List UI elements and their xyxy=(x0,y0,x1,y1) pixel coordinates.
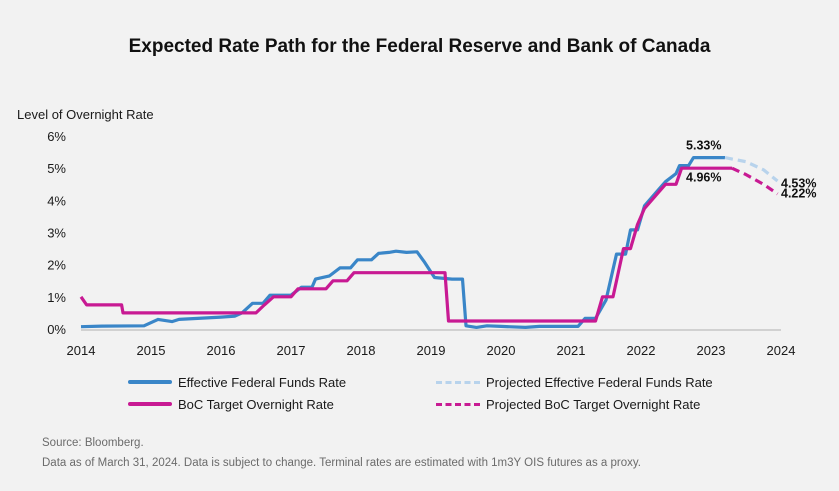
y-tick-label: 5% xyxy=(47,161,66,176)
legend-swatch-boc xyxy=(128,402,172,406)
x-tick-label: 2014 xyxy=(67,343,96,358)
legend-swatch-boc-projected xyxy=(436,402,480,406)
x-tick-label: 2020 xyxy=(487,343,516,358)
legend-label-boc: BoC Target Overnight Rate xyxy=(178,396,334,412)
x-tick-label: 2017 xyxy=(277,343,306,358)
x-tick-labels: 2014 2015 2016 2017 2018 2019 2020 2021 2022 2023… xyxy=(67,343,796,358)
x-tick-label: 2021 xyxy=(557,343,586,358)
y-tick-label: 1% xyxy=(47,290,66,305)
x-tick-label: 2019 xyxy=(417,343,446,358)
y-tick-label: 0% xyxy=(47,322,66,337)
series-lines xyxy=(79,156,779,329)
series-line-2 xyxy=(724,156,779,183)
y-tick-labels: 0% 1% 2% 3% 4% 5% 6% xyxy=(47,129,66,337)
series-line-4 xyxy=(731,166,779,196)
end-value-labels: 5.33% 4.53% 4.96% 4.22% xyxy=(686,139,816,201)
x-tick-label: 2024 xyxy=(767,343,796,358)
annotation-label: 5.33% xyxy=(686,139,721,153)
legend-label-fed: Effective Federal Funds Rate xyxy=(178,374,347,390)
y-tick-label: 3% xyxy=(47,226,66,241)
chart-title: Expected Rate Path for the Federal Reser… xyxy=(128,36,711,57)
source-note: Source: Bloomberg. xyxy=(42,437,144,449)
x-tick-label: 2022 xyxy=(627,343,656,358)
legend-swatch-fed-projected xyxy=(436,380,480,384)
y-tick-label: 6% xyxy=(47,129,66,144)
legend-item-fed-projected: Projected Effective Federal Funds Rate xyxy=(436,372,713,392)
annotation-label: 4.22% xyxy=(781,186,816,200)
x-tick-label: 2023 xyxy=(697,343,726,358)
x-tick-label: 2018 xyxy=(347,343,376,358)
legend-item-boc: BoC Target Overnight Rate xyxy=(128,394,334,414)
series-line-3 xyxy=(79,166,732,323)
y-tick-label: 4% xyxy=(47,193,66,208)
legend-swatch-fed xyxy=(128,380,172,384)
legend-item-boc-projected: Projected BoC Target Overnight Rate xyxy=(436,394,700,414)
y-axis-label: Level of Overnight Rate xyxy=(17,107,154,122)
legend-item-fed: Effective Federal Funds Rate xyxy=(128,372,346,392)
y-tick-label: 2% xyxy=(47,258,66,273)
legend-label-fed-projected: Projected Effective Federal Funds Rate xyxy=(486,374,713,390)
series-line-1 xyxy=(80,156,725,329)
annotation-label: 4.96% xyxy=(686,170,721,184)
annotation-label: 4.53% xyxy=(781,176,816,190)
disclaimer-note: Data as of March 31, 2024. Data is subje… xyxy=(42,457,641,469)
legend: Effective Federal Funds Rate Projected E… xyxy=(128,372,808,416)
x-tick-label: 2016 xyxy=(207,343,236,358)
legend-label-boc-projected: Projected BoC Target Overnight Rate xyxy=(486,396,701,412)
x-tick-label: 2015 xyxy=(137,343,166,358)
